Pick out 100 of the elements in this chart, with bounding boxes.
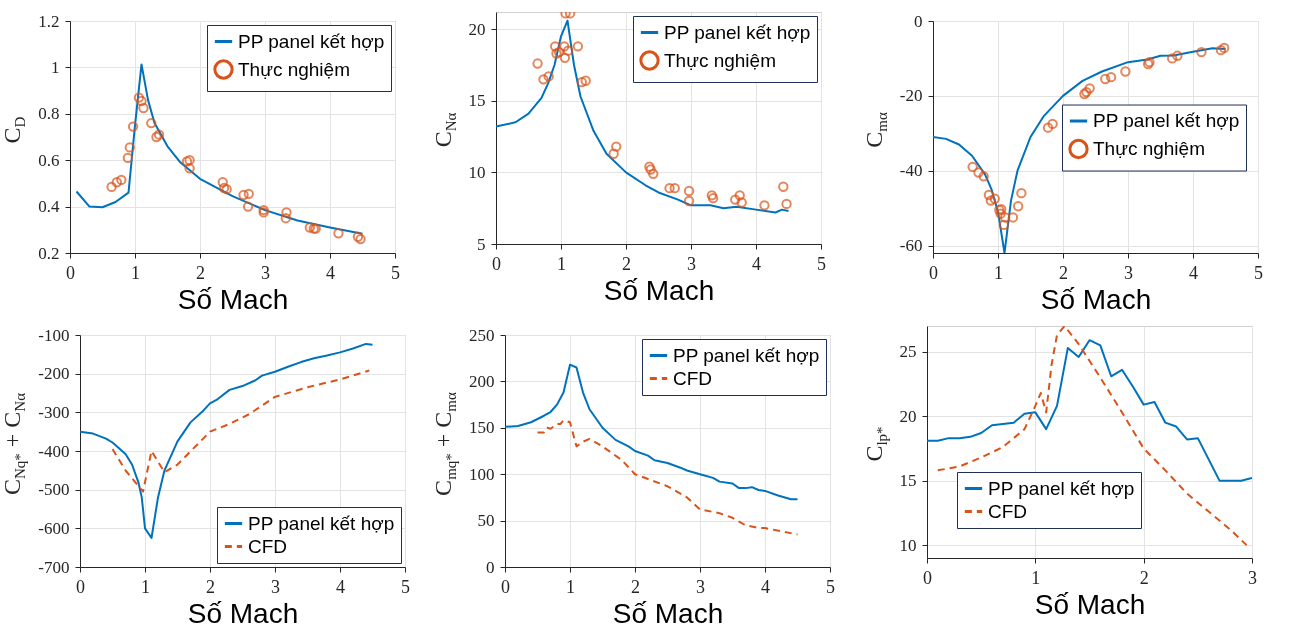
- line-series: [927, 339, 1252, 482]
- y-tick-label: 10: [468, 162, 486, 182]
- y-tick-label: 100: [469, 464, 495, 484]
- x-tick-label: 1: [557, 253, 566, 274]
- x-tick-label: 1: [1031, 567, 1041, 588]
- x-axis-title: Số Mach: [177, 283, 289, 315]
- y-tick-label: 250: [469, 325, 495, 345]
- legend-label: CFD: [988, 500, 1028, 522]
- x-axis-title: Số Mach: [187, 597, 299, 629]
- x-tick-label: 3: [261, 262, 270, 283]
- point: [985, 195, 997, 206]
- x-tick-label: 5: [1254, 262, 1263, 283]
- point: [1215, 45, 1227, 56]
- point: [217, 177, 228, 188]
- x-tick-label: 5: [391, 262, 400, 283]
- x-tick-label: 1: [131, 262, 140, 283]
- legend-label: Thực nghiệm: [664, 49, 776, 71]
- x-tick-label: 5: [401, 576, 410, 597]
- legend-label: Thực nghiệm: [238, 58, 350, 80]
- point: [999, 212, 1011, 223]
- point: [133, 92, 145, 103]
- point: [243, 188, 254, 200]
- x-axis-title: Số Mach: [1040, 283, 1152, 315]
- x-axis-title: Số Mach: [612, 597, 724, 629]
- point: [998, 219, 1010, 231]
- point: [122, 152, 134, 164]
- point: [730, 194, 741, 205]
- point: [669, 182, 680, 194]
- y-tick-label: -200: [38, 364, 70, 384]
- point: [281, 207, 292, 218]
- x-tick-label: 4: [752, 253, 761, 274]
- point: [1016, 187, 1027, 199]
- line-series: [536, 419, 799, 536]
- point: [106, 181, 117, 193]
- line-series: [111, 369, 371, 493]
- x-tick-label: 3: [687, 253, 696, 274]
- x-tick-label: 2: [622, 253, 631, 274]
- x-axis-title: Số Mach: [1034, 588, 1146, 620]
- x-tick-label: 5: [826, 576, 835, 597]
- x-tick-label: 0: [76, 576, 85, 597]
- point: [238, 189, 249, 201]
- point: [576, 77, 587, 88]
- point: [683, 195, 695, 207]
- y-tick-label: -400: [38, 441, 70, 461]
- x-axis-title: Số Mach: [603, 274, 715, 306]
- legend-label: PP panel kết hợp: [248, 512, 395, 534]
- y-tick-label: 0.4: [38, 197, 60, 217]
- point: [989, 193, 1000, 204]
- point: [559, 41, 570, 52]
- point: [759, 200, 770, 211]
- y-tick-label: 5: [477, 234, 486, 254]
- legend-label: CFD: [248, 535, 288, 557]
- y-tick-label: -60: [899, 236, 923, 256]
- y-tick-label: 1: [51, 57, 60, 77]
- point: [543, 71, 554, 82]
- legend-label: PP panel kết hợp: [988, 477, 1135, 499]
- y-tick-label: 0.6: [38, 150, 60, 170]
- y-tick-label: 25: [899, 342, 917, 362]
- x-tick-label: 3: [1248, 567, 1257, 588]
- legend-label: CFD: [673, 367, 713, 389]
- y-tick-label: -700: [38, 557, 70, 577]
- y-tick-label: 15: [468, 91, 486, 111]
- y-tick-label: -500: [38, 480, 70, 500]
- point: [127, 121, 139, 132]
- x-tick-label: 2: [1139, 567, 1149, 588]
- point: [280, 213, 291, 224]
- y-tick-label: -100: [38, 325, 70, 345]
- y-tick-label: -20: [899, 86, 923, 106]
- legend-label: PP panel kết hợp: [673, 344, 820, 366]
- legend-label: PP panel kết hợp: [238, 30, 385, 52]
- point: [1105, 71, 1117, 83]
- x-tick-label: 2: [631, 576, 640, 597]
- point: [538, 74, 549, 85]
- point: [532, 58, 543, 69]
- point: [111, 177, 122, 188]
- y-tick-label: 0: [914, 11, 923, 31]
- legend-label: PP panel kết hợp: [1093, 110, 1240, 132]
- point: [781, 198, 792, 210]
- x-tick-label: 0: [929, 262, 938, 283]
- x-tick-label: 1: [141, 576, 150, 597]
- x-tick-label: 0: [501, 576, 510, 597]
- point: [648, 168, 659, 179]
- line-series: [75, 63, 364, 235]
- point: [1012, 201, 1024, 212]
- x-tick-label: 3: [271, 576, 280, 597]
- point: [983, 189, 995, 201]
- point: [242, 201, 254, 212]
- point: [1100, 73, 1111, 85]
- y-tick-label: 10: [899, 535, 917, 555]
- y-tick-label: 20: [468, 19, 486, 39]
- x-tick-label: 3: [1124, 262, 1133, 283]
- x-tick-label: 2: [196, 262, 205, 283]
- point: [136, 95, 147, 107]
- point: [116, 174, 127, 186]
- point: [549, 41, 561, 52]
- y-tick-label: 0.2: [38, 243, 60, 263]
- line-series: [936, 326, 1248, 547]
- y-tick-label: 1.2: [38, 11, 60, 31]
- legend-label: Thực nghiệm: [1093, 138, 1205, 160]
- point: [1219, 42, 1230, 54]
